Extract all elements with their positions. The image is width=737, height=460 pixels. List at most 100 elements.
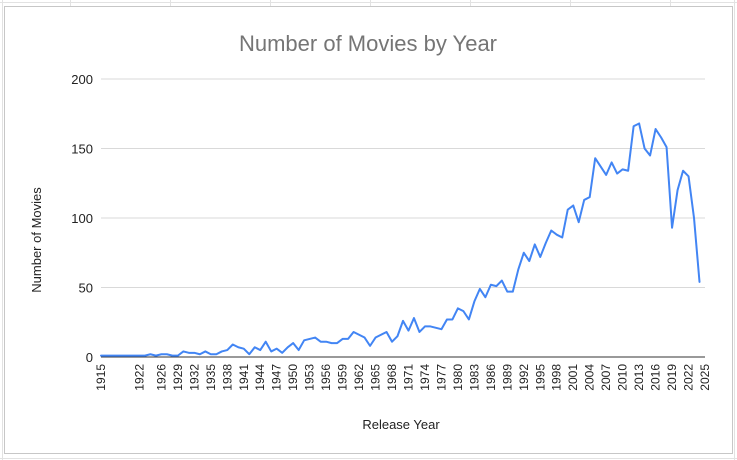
- data-point: [253, 345, 257, 349]
- data-point: [533, 242, 537, 246]
- data-point: [214, 352, 218, 356]
- data-point: [396, 334, 400, 338]
- data-point: [588, 195, 592, 199]
- data-point: [225, 348, 229, 352]
- data-point: [170, 354, 174, 358]
- data-point: [99, 354, 103, 358]
- data-point: [269, 349, 273, 353]
- data-point: [385, 330, 389, 334]
- data-point: [637, 121, 641, 125]
- data-point: [670, 226, 674, 230]
- data-point: [505, 290, 509, 294]
- x-tick-label: 1944: [253, 364, 267, 391]
- data-point: [676, 188, 680, 192]
- x-tick-label: 1968: [385, 364, 399, 391]
- x-tick-label: 1950: [286, 364, 300, 391]
- x-tick-label: 2007: [599, 364, 613, 391]
- data-point: [242, 347, 246, 351]
- x-tick-label: 1935: [204, 364, 218, 391]
- data-point: [280, 351, 284, 355]
- data-point: [302, 338, 306, 342]
- data-point: [434, 326, 438, 330]
- data-point: [412, 316, 416, 320]
- x-tick-label: 1962: [352, 364, 366, 391]
- x-tick-label: 1992: [517, 364, 531, 391]
- data-point: [417, 330, 421, 334]
- data-point: [176, 354, 180, 358]
- data-point: [379, 333, 383, 337]
- data-point: [181, 349, 185, 353]
- x-tick-label: 1938: [220, 364, 234, 391]
- data-point: [148, 352, 152, 356]
- x-tick-label: 2004: [583, 364, 597, 391]
- data-point: [330, 341, 334, 345]
- data-point: [698, 280, 702, 284]
- x-tick-label: 1977: [434, 364, 448, 391]
- data-point: [308, 337, 312, 341]
- x-tick-label: 1926: [154, 364, 168, 391]
- x-axis-ticks: 1915 1922 1926 1929 1932 1935 1938 1941 1944 1947…: [94, 364, 712, 391]
- data-point: [538, 255, 542, 259]
- data-point: [522, 251, 526, 255]
- x-tick-label: 1941: [237, 364, 251, 391]
- series-line[interactable]: [100, 122, 701, 357]
- x-tick-label: 1986: [484, 364, 498, 391]
- data-point: [291, 341, 295, 345]
- data-point: [549, 229, 553, 233]
- data-point: [286, 345, 290, 349]
- data-point: [390, 340, 394, 344]
- x-tick-label: 1989: [500, 364, 514, 391]
- chart-container[interactable]: Number of Movies by Year 0 50 100 150 200 19…: [4, 6, 733, 454]
- data-point: [220, 349, 224, 353]
- data-point: [192, 351, 196, 355]
- data-point: [209, 352, 213, 356]
- data-point: [500, 279, 504, 283]
- data-point: [264, 340, 268, 344]
- data-point: [615, 172, 619, 176]
- data-point: [527, 259, 531, 263]
- x-tick-label: 1995: [533, 364, 547, 391]
- data-point: [236, 345, 240, 349]
- data-point: [374, 336, 378, 340]
- data-point: [489, 283, 493, 287]
- data-point: [643, 147, 647, 151]
- data-point: [137, 354, 141, 358]
- data-point: [478, 287, 482, 291]
- data-point: [555, 233, 559, 237]
- data-point: [450, 317, 454, 321]
- data-point: [159, 352, 163, 356]
- data-point: [406, 329, 410, 333]
- data-point: [654, 127, 658, 131]
- line-chart: Number of Movies by Year 0 50 100 150 200 19…: [29, 31, 712, 432]
- chart-title: Number of Movies by Year: [239, 31, 497, 56]
- y-tick-label: 150: [71, 142, 93, 157]
- y-tick-label: 0: [86, 350, 93, 365]
- x-tick-label: 2022: [682, 364, 696, 391]
- x-tick-label: 2013: [632, 364, 646, 391]
- data-point: [341, 337, 345, 341]
- x-tick-label: 1998: [550, 364, 564, 391]
- x-axis-label: Release Year: [362, 417, 440, 432]
- data-point: [258, 348, 262, 352]
- x-tick-label: 1980: [451, 364, 465, 391]
- data-point: [324, 340, 328, 344]
- x-tick-label: 1971: [401, 364, 415, 391]
- data-point: [352, 330, 356, 334]
- y-axis-ticks: 0 50 100 150 200: [71, 72, 93, 365]
- data-point: [456, 306, 460, 310]
- data-point: [692, 216, 696, 220]
- data-point: [621, 167, 625, 171]
- data-point: [582, 198, 586, 202]
- data-point: [494, 284, 498, 288]
- data-point: [659, 135, 663, 139]
- x-tick-label: 2016: [649, 364, 663, 391]
- x-tick-label: 1983: [467, 364, 481, 391]
- data-point: [566, 208, 570, 212]
- x-tick-label: 1947: [270, 364, 284, 391]
- data-point: [126, 354, 130, 358]
- data-point: [198, 352, 202, 356]
- data-point: [363, 336, 367, 340]
- data-point: [461, 309, 465, 313]
- x-tick-label: 1956: [319, 364, 333, 391]
- x-tick-label: 1922: [132, 364, 146, 391]
